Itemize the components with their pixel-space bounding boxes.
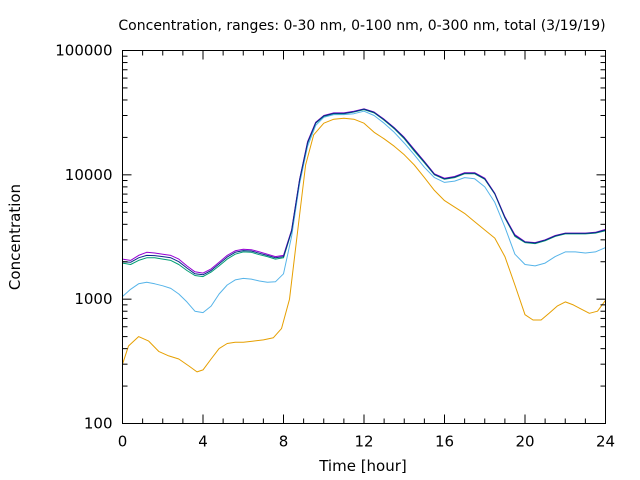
x-tick-label: 16 — [435, 433, 454, 451]
x-tick-label: 24 — [596, 433, 615, 451]
y-tick-label: 1000 — [74, 290, 112, 308]
chart-title: Concentration, ranges: 0-30 nm, 0-100 nm… — [118, 18, 605, 34]
y-axis-label: Concentration — [6, 184, 24, 290]
x-tick-label: 4 — [198, 433, 208, 451]
x-tick-label: 8 — [279, 433, 289, 451]
x-tick-label: 12 — [354, 433, 373, 451]
series-line-1 — [122, 117, 606, 373]
series-line-4 — [122, 108, 606, 274]
x-tick-label: 0 — [118, 433, 128, 451]
x-axis-label: Time [hour] — [318, 457, 407, 475]
y-tick-label: 100000 — [55, 42, 112, 60]
series-line-3 — [122, 109, 606, 278]
y-tick-label: 100 — [84, 415, 113, 433]
y-tick-label: 10000 — [65, 166, 113, 184]
x-tick-label: 20 — [515, 433, 534, 451]
tick-labels: 0 4 8 12 16 20 24 100 1000 10000 100000 — [55, 42, 615, 451]
series-line-2 — [122, 110, 606, 314]
axis-ticks — [122, 50, 606, 424]
plot-lines — [122, 108, 606, 373]
series-line-5 — [122, 108, 606, 276]
plot-frame — [122, 50, 606, 424]
